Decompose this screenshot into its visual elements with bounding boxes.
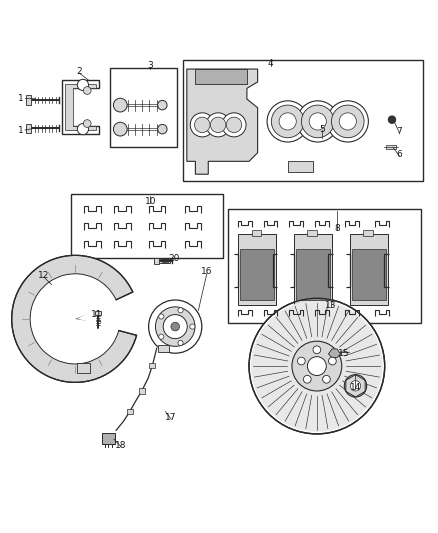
Circle shape (292, 341, 342, 391)
Polygon shape (65, 84, 96, 130)
Text: 5: 5 (319, 125, 325, 134)
Text: 11: 11 (91, 310, 102, 319)
Text: 15: 15 (338, 349, 349, 358)
Circle shape (171, 322, 180, 331)
Polygon shape (328, 349, 340, 358)
Circle shape (304, 375, 311, 383)
Polygon shape (62, 80, 99, 134)
Text: 2: 2 (77, 67, 82, 76)
Bar (251, 230, 261, 237)
Circle shape (163, 314, 187, 338)
Bar (26, 95, 31, 104)
Circle shape (158, 124, 167, 134)
Text: 20: 20 (168, 254, 180, 263)
Text: 1: 1 (18, 125, 24, 134)
Bar (288, 161, 314, 172)
Text: 8: 8 (334, 224, 340, 233)
Circle shape (327, 101, 368, 142)
Circle shape (339, 113, 357, 130)
Bar (26, 124, 31, 133)
Bar (157, 259, 170, 263)
Circle shape (328, 357, 336, 365)
Text: 6: 6 (396, 150, 402, 159)
Bar (352, 249, 385, 300)
Circle shape (178, 308, 183, 313)
Bar (71, 195, 223, 258)
Circle shape (78, 79, 88, 91)
Bar (110, 68, 177, 147)
Polygon shape (187, 69, 258, 174)
Bar (240, 249, 274, 300)
Circle shape (178, 341, 183, 345)
Circle shape (226, 117, 242, 133)
Bar (350, 235, 388, 305)
Bar (228, 209, 421, 323)
Circle shape (222, 113, 246, 137)
Circle shape (113, 122, 127, 136)
Circle shape (194, 117, 210, 133)
Circle shape (155, 307, 195, 346)
Circle shape (332, 105, 364, 138)
Text: 12: 12 (38, 271, 49, 280)
Bar (363, 230, 373, 237)
Circle shape (159, 334, 164, 340)
Wedge shape (12, 255, 137, 382)
Circle shape (206, 113, 230, 137)
Circle shape (279, 113, 296, 130)
Bar (385, 144, 396, 149)
Bar (127, 409, 133, 414)
Bar (154, 259, 159, 264)
Circle shape (301, 105, 334, 138)
Text: 10: 10 (145, 197, 156, 206)
Bar (102, 433, 115, 444)
Circle shape (388, 116, 396, 124)
Circle shape (297, 101, 338, 142)
Text: 13: 13 (325, 302, 336, 311)
Bar (296, 249, 330, 300)
Bar (78, 363, 90, 374)
Circle shape (323, 375, 330, 383)
Circle shape (148, 300, 202, 353)
Circle shape (249, 298, 385, 434)
Circle shape (307, 357, 326, 376)
Bar (158, 345, 169, 352)
Text: 4: 4 (268, 59, 273, 68)
Circle shape (190, 113, 214, 137)
Circle shape (210, 117, 226, 133)
Circle shape (78, 124, 88, 135)
Bar (95, 311, 101, 315)
Circle shape (113, 98, 127, 112)
Circle shape (272, 105, 304, 138)
Bar (149, 362, 155, 368)
Text: 14: 14 (350, 383, 361, 392)
Wedge shape (30, 274, 120, 364)
Text: 7: 7 (396, 127, 402, 136)
Bar (238, 235, 276, 305)
Circle shape (83, 87, 91, 94)
Circle shape (83, 120, 91, 127)
Text: 18: 18 (115, 441, 127, 450)
Bar (195, 69, 247, 84)
Text: 1: 1 (18, 94, 24, 103)
Bar (139, 389, 145, 393)
Circle shape (267, 101, 308, 142)
Circle shape (190, 324, 195, 329)
Circle shape (251, 301, 382, 432)
Circle shape (159, 314, 164, 319)
Text: 3: 3 (148, 61, 153, 70)
Circle shape (158, 100, 167, 110)
Circle shape (313, 346, 321, 353)
Bar (294, 235, 332, 305)
Circle shape (350, 381, 360, 391)
Circle shape (309, 113, 326, 130)
Bar (307, 230, 317, 237)
Bar (183, 60, 423, 181)
Text: 16: 16 (201, 267, 213, 276)
Text: 17: 17 (165, 413, 177, 422)
Circle shape (297, 357, 305, 365)
Circle shape (344, 375, 367, 397)
